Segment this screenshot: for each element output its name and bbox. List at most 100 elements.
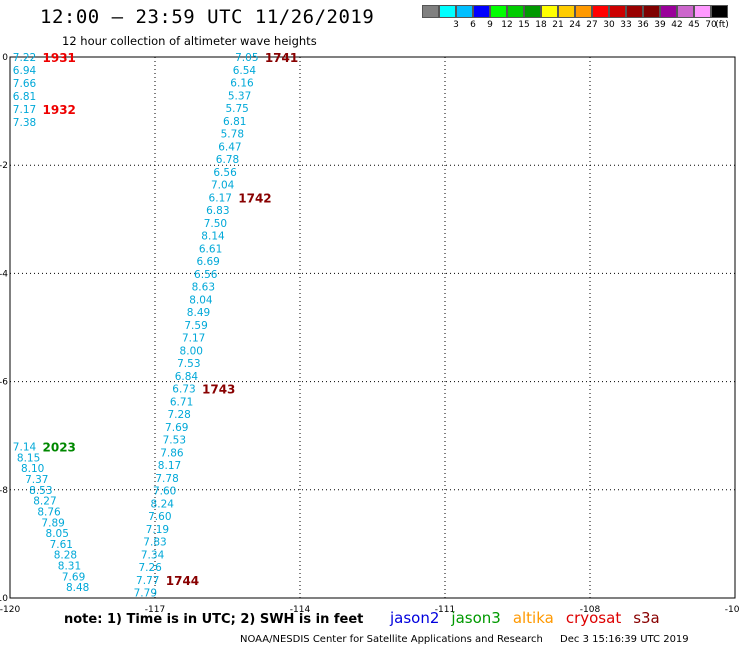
wave-height-value: 7.79 xyxy=(134,588,157,600)
legend-swatch xyxy=(422,5,439,18)
wave-height-value: 7.38 xyxy=(13,117,36,129)
wave-height-value: 7.17 xyxy=(182,333,205,345)
wave-height-value: 7.59 xyxy=(184,320,207,332)
legend-unit: (ft) xyxy=(715,20,729,30)
legend-label: 36 xyxy=(637,20,649,30)
y-tick-label: -2 xyxy=(0,161,8,171)
wave-height-value: 7.28 xyxy=(167,409,190,421)
generated-timestamp: Dec 3 15:16:39 UTC 2019 xyxy=(560,634,689,645)
map-frame xyxy=(9,56,736,599)
wave-height-value: 8.24 xyxy=(151,498,175,510)
legend-label: 45 xyxy=(688,20,700,30)
wave-height-value: 5.78 xyxy=(221,129,244,141)
wave-height-value: 6.81 xyxy=(13,91,36,103)
wave-height-value: 8.00 xyxy=(180,345,203,357)
wave-height-value: 8.28 xyxy=(54,550,77,562)
credit-text: NOAA/NESDIS Center for Satellite Applica… xyxy=(240,634,543,645)
wave-height-value: 8.14 xyxy=(201,231,225,243)
wave-height-value: 6.83 xyxy=(206,205,229,217)
wave-height-value: 7.34 xyxy=(141,549,165,561)
wave-height-value: 7.83 xyxy=(143,537,166,549)
legend-swatch xyxy=(507,5,524,18)
wave-height-value: 7.50 xyxy=(204,218,227,230)
legend-label: 30 xyxy=(603,20,615,30)
wave-height-value: 7.66 xyxy=(13,78,37,90)
wave-height-value: 6.73 xyxy=(172,384,195,396)
legend-swatch xyxy=(558,5,575,18)
credit-line: NOAA/NESDIS Center for Satellite Applica… xyxy=(240,634,689,645)
legend-swatch xyxy=(541,5,558,18)
wave-height-value: 6.84 xyxy=(175,371,199,383)
legend-label: 24 xyxy=(569,20,581,30)
wave-height-value: 7.89 xyxy=(41,517,64,529)
pass-time-label: 1932 xyxy=(43,103,76,117)
legend-swatch xyxy=(677,5,694,18)
wave-height-value: 8.49 xyxy=(187,307,210,319)
chart-subtitle: 12 hour collection of altimeter wave hei… xyxy=(62,34,317,48)
wave-height-value: 8.05 xyxy=(46,528,69,540)
y-tick-label: -4 xyxy=(0,269,8,279)
wave-height-value: 6.69 xyxy=(196,256,219,268)
wave-height-value: 7.22 xyxy=(13,52,36,64)
wave-height-value: 6.56 xyxy=(194,269,218,281)
x-tick-label: -105 xyxy=(725,605,740,615)
wave-height-value: 8.31 xyxy=(58,561,81,573)
satellite-name: jason2 xyxy=(390,609,440,627)
wave-height-value: 6.54 xyxy=(233,65,257,77)
wave-height-value: 7.61 xyxy=(50,539,73,551)
legend-label: 39 xyxy=(654,20,666,30)
wave-height-value: 7.69 xyxy=(165,422,188,434)
legend-swatch xyxy=(439,5,456,18)
legend-label: 3 xyxy=(453,20,459,30)
wave-height-value: 6.47 xyxy=(218,141,241,153)
wave-height-value: 6.71 xyxy=(170,396,193,408)
wave-height-value: 6.16 xyxy=(230,78,254,90)
legend-labels: 3 6 9 12 15 18 21 24 27 30 33 36 39 42 45 70 (ft) xyxy=(422,18,740,32)
legend-label: 42 xyxy=(671,20,683,30)
wave-height-value: 7.14 xyxy=(13,442,37,454)
wave-height-value: 7.37 xyxy=(25,474,48,486)
wave-height-value: 7.17 xyxy=(13,104,36,116)
x-tick-label: -111 xyxy=(435,605,455,615)
color-legend: 3 6 9 12 15 18 21 24 27 30 33 36 39 42 45 70 (ft) xyxy=(422,5,740,32)
wave-height-value: 5.37 xyxy=(228,90,251,102)
wave-height-value: 7.60 xyxy=(153,486,176,498)
legend-label: 12 xyxy=(501,20,513,30)
wave-height-value: 8.17 xyxy=(158,460,181,472)
wave-height-value: 7.86 xyxy=(160,447,184,459)
y-tick-label: -8 xyxy=(0,486,8,496)
wave-height-value: 7.60 xyxy=(148,511,171,523)
x-tick-label: -120 xyxy=(0,605,20,615)
wave-height-value: 8.63 xyxy=(192,282,215,294)
legend-swatch xyxy=(643,5,660,18)
legend-label: 21 xyxy=(552,20,564,30)
wave-height-value: 7.19 xyxy=(146,524,169,536)
legend-swatch xyxy=(660,5,677,18)
legend-swatch xyxy=(626,5,643,18)
wave-height-value: 8.48 xyxy=(66,582,89,594)
wave-height-value: 6.56 xyxy=(213,167,237,179)
wave-height-value: 8.04 xyxy=(189,294,213,306)
wave-height-value: 8.53 xyxy=(29,485,52,497)
y-tick-label: -6 xyxy=(0,378,8,388)
legend-label: 6 xyxy=(470,20,476,30)
legend-swatch xyxy=(575,5,592,18)
legend-swatch xyxy=(694,5,711,18)
pass-time-label: 1931 xyxy=(43,51,76,65)
legend-label: 70 xyxy=(705,20,717,30)
pass-time-label: 1742 xyxy=(238,191,271,205)
wave-height-value: 8.76 xyxy=(37,506,61,518)
wave-height-value: 7.53 xyxy=(177,358,200,370)
wave-height-value: 7.69 xyxy=(62,571,85,583)
legend-label: 27 xyxy=(586,20,598,30)
satellite-name: cryosat xyxy=(565,609,622,627)
legend-label: 18 xyxy=(535,20,547,30)
satellite-name: jason3 xyxy=(451,609,501,627)
x-tick-label: -117 xyxy=(145,605,165,615)
legend-swatch xyxy=(609,5,626,18)
legend-swatch xyxy=(592,5,609,18)
wave-height-value: 7.53 xyxy=(163,435,186,447)
footer-note: note: 1) Time is in UTC; 2) SWH is in fe… xyxy=(64,612,364,627)
chart-title: 12:00 – 23:59 UTC 11/26/2019 xyxy=(40,6,375,28)
